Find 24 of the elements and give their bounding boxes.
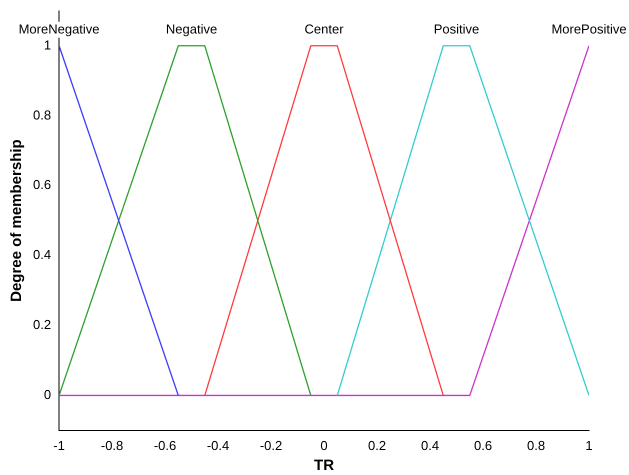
- y-tick-label: 1: [44, 37, 52, 52]
- series-label: Center: [304, 21, 344, 36]
- x-tick-label: 0.8: [526, 438, 546, 453]
- y-axis-title: Degree of membership: [8, 139, 26, 302]
- x-tick-label: 0.4: [420, 438, 440, 453]
- x-tick-label: 0.6: [474, 438, 492, 453]
- series-label: Positive: [434, 21, 480, 36]
- series-label: MorePositive: [551, 21, 627, 36]
- y-tick-label: 0.2: [32, 317, 52, 332]
- y-tick-label: 0.6: [32, 177, 52, 192]
- x-tick-label: -0.2: [260, 438, 282, 453]
- x-tick-label: -1: [53, 438, 65, 453]
- x-tick-label: -0.8: [100, 438, 124, 453]
- y-tick-label: 0.4: [32, 247, 52, 262]
- y-tick-label: 0: [44, 387, 52, 402]
- x-tick-label: 0: [320, 438, 328, 453]
- x-tick-label: 1: [585, 438, 593, 453]
- x-tick-label: 0.2: [368, 438, 386, 453]
- x-axis-title: TR: [314, 457, 334, 474]
- y-tick-label: 0.8: [32, 107, 52, 122]
- x-tick-label: -0.4: [206, 438, 230, 453]
- series-label: MoreNegative: [18, 21, 100, 36]
- x-tick-label: -0.6: [154, 438, 176, 453]
- series-label: Negative: [166, 21, 218, 36]
